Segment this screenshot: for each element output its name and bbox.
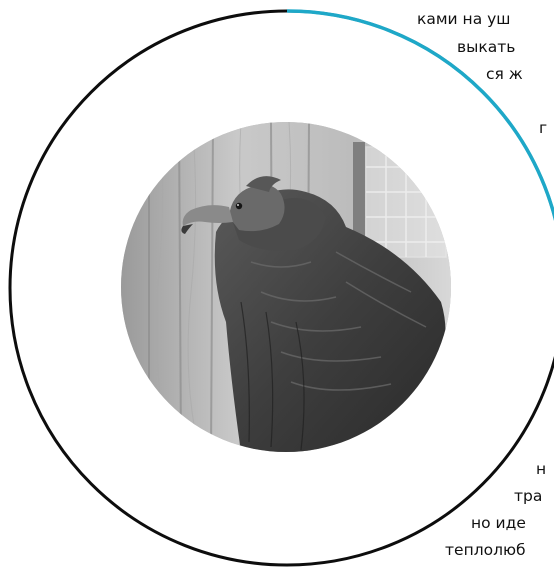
text-top-line-1: ками на уш xyxy=(417,10,511,28)
vulture-illustration xyxy=(121,122,451,452)
text-top-line-4: г xyxy=(539,119,548,137)
text-top-line-3: ся ж xyxy=(486,65,523,83)
text-bottom-line-2: тра xyxy=(514,487,543,505)
text-bottom-line-1: н xyxy=(536,460,547,478)
text-bottom-line-4: теплолюб xyxy=(445,541,526,559)
text-bottom-line-3: но иде xyxy=(471,514,526,532)
vulture-photo xyxy=(121,122,451,452)
text-top-line-2: выкать xyxy=(457,38,516,56)
frame-ring-accent-arc xyxy=(286,9,554,222)
